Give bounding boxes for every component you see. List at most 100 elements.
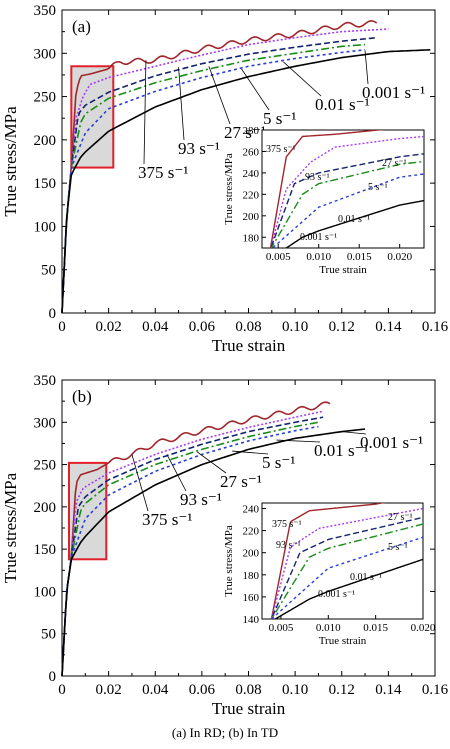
series-label: 375 s⁻¹: [142, 510, 192, 529]
inset-chart: 0.005 0.010 0.015 0.020 140 160 180 200 220 240 Tr…: [223, 502, 436, 647]
series-label: 0.01 s⁻¹: [314, 441, 369, 460]
inset-series-label: 0.001 s⁻¹: [318, 589, 355, 600]
inset-series-label: 0.01 s⁻¹: [350, 572, 382, 583]
inset-series-line-0: [269, 130, 386, 248]
y-tick-label: 250: [34, 90, 57, 106]
inset-chart: 0.005 0.010 0.015 0.020 180 200 220 240 260 280 Tr…: [223, 125, 425, 276]
inset-series-line-0: [270, 503, 386, 619]
y-tick-label: 0: [49, 669, 57, 685]
series-label: 0.01 s⁻¹: [315, 95, 370, 114]
inset-series-label: 93 s⁻¹: [276, 540, 301, 551]
series-line-5: [61, 49, 431, 314]
inset-x-axis-title: True strain: [319, 264, 367, 276]
inset-series-label: 0.001 s⁻¹: [300, 232, 337, 243]
inset-x-tick-label: 0.005: [269, 622, 294, 634]
x-tick-label: 0.08: [235, 319, 261, 335]
series-label: 27 s⁻¹: [224, 123, 266, 142]
inset-series-group: [269, 130, 424, 248]
inset-series-line-2: [270, 516, 423, 619]
inset-x-axis-title: True strain: [319, 635, 367, 647]
inset-series-label: 27 s⁻¹: [388, 512, 413, 523]
chart-panel-b: 0 0.02 0.04 0.06 0.08 0.10 0.12 0.14 0.16 0 50 100 1…: [1, 373, 449, 718]
y-tick-label: 250: [34, 458, 57, 474]
x-tick-label: 0.06: [189, 682, 216, 698]
series-line-3: [61, 421, 319, 677]
series-line-4: [61, 49, 366, 314]
inset-series-line-3: [270, 160, 424, 248]
inset-x-tick-label: 0.005: [266, 251, 291, 263]
y-tick-label: 350: [34, 373, 57, 389]
y-tick-label: 300: [34, 415, 57, 431]
series-leader-line: [208, 66, 231, 125]
series-label: 93 s⁻¹: [180, 490, 222, 509]
y-tick-label: 50: [41, 627, 56, 643]
x-tick-label: 0.06: [189, 319, 216, 335]
y-tick-label: 100: [34, 584, 57, 600]
series-leader-line: [276, 439, 321, 443]
inset-x-tick-label: 0.010: [316, 622, 341, 634]
inset-series-line-3: [270, 523, 423, 619]
series-leader-line: [364, 50, 369, 85]
x-tick-label: 0: [58, 682, 66, 698]
x-tick-label: 0.16: [422, 319, 449, 335]
y-tick-label: 200: [34, 133, 57, 149]
inset-series-label: 5 s⁻¹: [388, 542, 408, 553]
series-label: 27 s⁻¹: [220, 472, 262, 491]
inset-y-axis-title: True stress/MPa: [223, 153, 235, 225]
x-tick-label: 0.16: [422, 682, 449, 698]
x-tick-label: 0.04: [142, 682, 169, 698]
series-line-1: [61, 28, 389, 314]
series-leader-line: [283, 61, 322, 97]
x-tick-label: 0.14: [375, 319, 402, 335]
series-label: 93 s⁻¹: [178, 139, 220, 158]
inset-y-tick-label: 280: [243, 125, 260, 137]
x-tick-label: 0.02: [96, 682, 122, 698]
inset-x-tick-label: 0.010: [306, 251, 331, 263]
inset-frame: [261, 129, 425, 249]
y-tick-label: 300: [34, 46, 57, 62]
inset-series-label: 27 s⁻¹: [382, 158, 407, 169]
y-tick-label: 0: [49, 306, 57, 322]
series-line-0: [61, 20, 378, 314]
inset-y-tick-label: 160: [243, 592, 260, 604]
series-leader-line: [143, 60, 147, 165]
inset-series-line-5: [285, 199, 424, 248]
chart-panel-a: 0 0.02 0.04 0.06 0.08 0.10 0.12 0.14 0.16 0 50 100 1…: [1, 3, 449, 355]
inset-y-tick-label: 220: [243, 189, 260, 201]
series-line-2: [61, 416, 324, 677]
inset-series-group: [270, 503, 423, 619]
series-label: 0.001 s⁻¹: [362, 83, 425, 102]
series-label: 0.001 s⁻¹: [360, 433, 423, 452]
inset-y-axis-title: True stress/MPa: [223, 525, 235, 597]
inset-series-label: 375 s⁻¹: [272, 519, 302, 530]
x-tick-label: 0.10: [282, 319, 308, 335]
inset-series-label: 375 s⁻¹: [266, 144, 296, 155]
inset-y-tick-label: 220: [243, 526, 260, 538]
y-tick-label: 50: [41, 263, 56, 279]
series-leader-line: [166, 454, 187, 492]
series-line-0: [61, 401, 331, 677]
y-tick-label: 150: [34, 542, 57, 558]
figure-caption: (a) In RD; (b) In TD: [171, 725, 279, 740]
y-axis-title: True stress/MPa: [1, 472, 20, 583]
series-leader-line: [232, 450, 269, 455]
y-axis-title: True stress/MPa: [1, 106, 20, 217]
y-tick-label: 350: [34, 3, 57, 19]
series-leader-line: [196, 451, 227, 474]
x-tick-label: 0.14: [375, 682, 402, 698]
inset-y-tick-label: 200: [243, 548, 260, 560]
inset-y-tick-label: 140: [243, 614, 260, 626]
panel-label: (b): [72, 387, 92, 406]
inset-x-tick-label: 0.015: [347, 251, 372, 263]
series-label: 5 s⁻¹: [262, 453, 295, 472]
panel-label: (a): [72, 17, 91, 36]
inset-y-tick-label: 180: [243, 232, 260, 244]
x-axis-title: True strain: [212, 699, 286, 718]
series-line-3: [61, 43, 366, 314]
y-tick-label: 150: [34, 176, 57, 192]
inset-series-label: 5 s⁻¹: [368, 182, 388, 193]
inset-series-line-1: [269, 135, 424, 248]
x-tick-label: 0.02: [96, 319, 122, 335]
inset-series-line-2: [270, 153, 424, 248]
